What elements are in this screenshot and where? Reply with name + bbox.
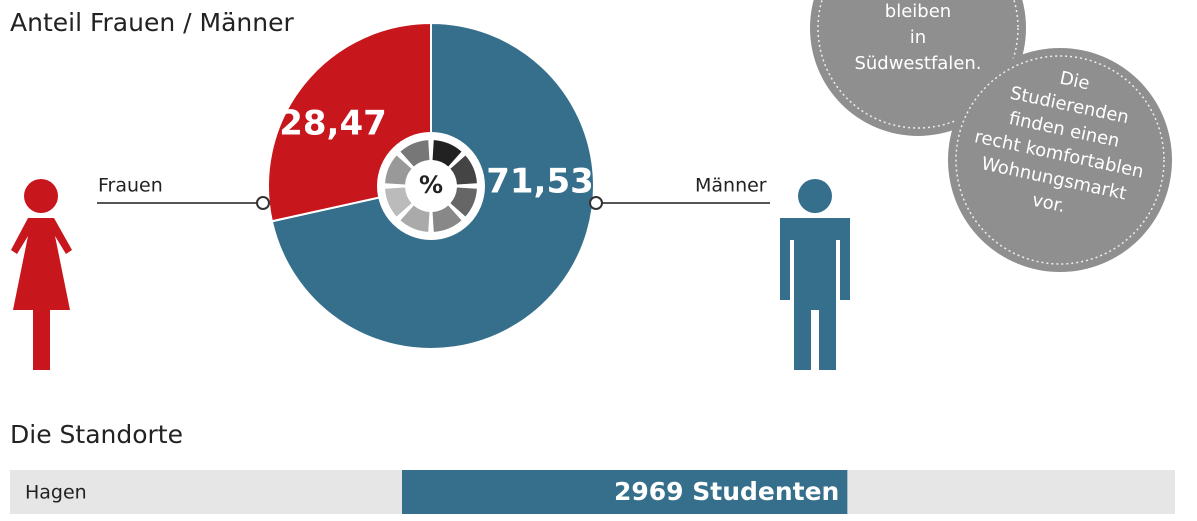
connector-dot (590, 197, 602, 209)
value-label: 2969 Studenten (614, 477, 839, 506)
man-icon (780, 179, 850, 370)
bar-title: Die Standorte (10, 420, 183, 449)
bars: Hagen 2969 Studenten (10, 470, 1175, 514)
infographic: Anteil Frauen / Männer Die Standorte 71,… (0, 0, 1197, 521)
woman-icon (11, 179, 72, 370)
pie-title: Anteil Frauen / Männer (10, 8, 294, 37)
category-label: Frauen (98, 175, 163, 197)
value-label: 28,47 (279, 104, 387, 144)
bubble-line: in (910, 27, 926, 48)
category-label: Hagen (25, 482, 87, 504)
bubble-line: Südwestfalen. (854, 53, 981, 74)
bubble-line: bleiben (885, 1, 951, 22)
value-label: 71,53 (486, 162, 594, 202)
connector-dot (257, 197, 269, 209)
center-label: % (419, 171, 443, 199)
category-label: Männer (695, 175, 767, 197)
